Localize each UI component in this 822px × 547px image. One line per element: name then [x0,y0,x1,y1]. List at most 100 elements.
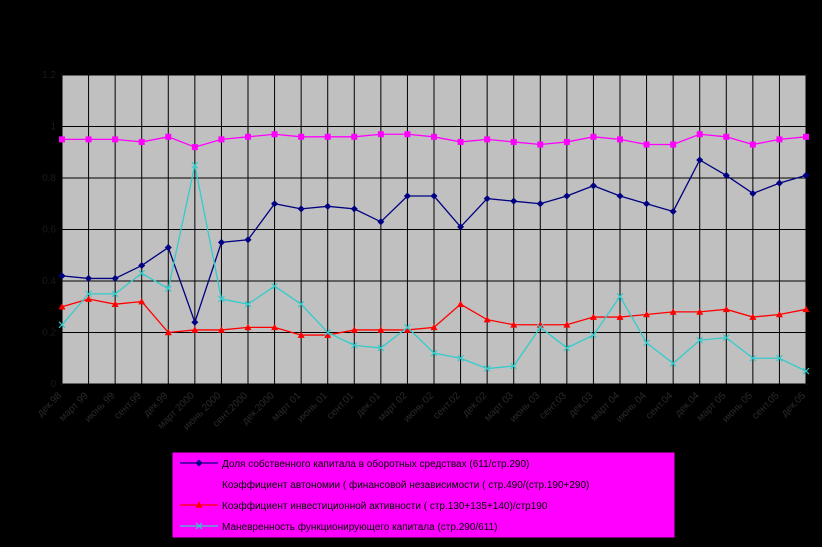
point [271,131,278,138]
point [244,323,252,331]
point [430,349,438,357]
point [350,341,358,349]
point [430,323,438,331]
point [802,305,810,313]
point [244,300,252,308]
point [195,501,203,508]
legend-label: Доля собственного капитала в оборотных с… [222,458,529,470]
point [669,359,677,367]
point [403,192,411,200]
point [510,197,518,205]
point [59,136,65,143]
point [563,138,570,145]
point [350,205,358,213]
point [165,133,172,140]
point [404,323,411,331]
point [537,141,544,148]
point [669,207,677,215]
point [85,136,92,143]
point [696,336,704,344]
point [377,344,385,352]
point [696,131,703,138]
point [749,141,756,148]
point [749,313,757,320]
point [138,138,145,145]
point [324,202,332,210]
point [244,236,252,244]
y-tick-label: 0.2 [42,328,56,339]
point [164,285,172,293]
point [297,331,305,338]
point [297,205,305,213]
point [404,131,411,138]
point [643,141,650,148]
point [85,295,93,302]
legend-label: Маневренность функционирующего капитала … [222,521,497,533]
point [377,326,385,333]
point [722,305,730,313]
point [138,262,146,270]
point [563,344,571,352]
point [324,331,332,338]
point [85,290,92,298]
point [297,300,305,308]
point [457,138,464,145]
point [483,195,491,203]
point [803,133,809,140]
point [802,171,810,179]
point [111,274,119,282]
point [483,365,491,372]
point [616,293,624,300]
point [722,171,730,179]
point [723,133,730,140]
y-tick-label: 1 [50,122,56,133]
point [350,326,358,333]
point [324,329,332,336]
point [271,282,278,290]
legend-label: Коэффициент автономии ( финансовой незав… [222,479,589,491]
point [195,522,203,530]
point [430,192,438,200]
point [536,323,544,331]
point [324,133,331,140]
point [749,354,757,362]
point [271,200,279,208]
point [164,329,172,336]
legend-label: Коэффициент инвестиционной активности ( … [222,500,548,512]
point [218,295,225,303]
point [483,316,491,323]
point [195,459,203,467]
point [510,138,517,145]
point [138,298,146,305]
point [403,326,411,333]
point [776,354,783,362]
point [802,367,810,375]
point [196,481,202,487]
point [377,131,384,138]
point [643,339,650,347]
point [536,200,544,208]
point [58,303,66,310]
point [590,331,597,339]
point [696,156,704,164]
point [484,136,491,143]
point [510,321,518,328]
point [722,334,730,342]
point [643,200,651,208]
y-tick-label: 0.6 [42,225,56,236]
point [298,133,305,140]
point [112,136,119,143]
point [776,136,783,143]
point [377,218,385,226]
point [111,290,119,298]
point [191,161,199,169]
point [431,133,437,140]
point [457,300,465,307]
legend [171,451,676,539]
y-tick-label: 0 [50,379,56,390]
point [563,192,571,200]
point [164,244,172,252]
point [58,321,66,329]
point [85,274,93,282]
